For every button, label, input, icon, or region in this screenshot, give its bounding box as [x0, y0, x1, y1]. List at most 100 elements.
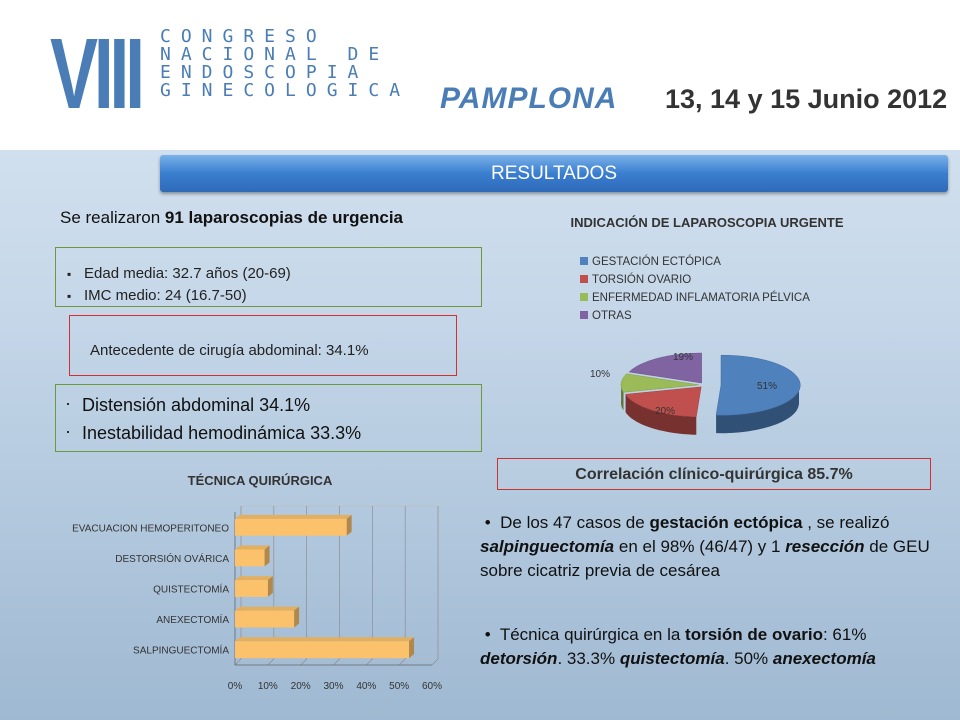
p1-a: De los 47 casos de: [500, 513, 650, 532]
pie-slice: [628, 352, 702, 384]
congress-title: CONGRESO NACIONAL DE ENDOSCOPIA GINECOLO…: [160, 28, 410, 100]
torsion-paragraph: • Técnica quirúrgica en la torsión de ov…: [480, 625, 876, 668]
bar-x-tick-label: 0%: [228, 681, 243, 692]
pie-legend-swatch: [580, 293, 588, 301]
indication-pie-chart: INDICACIÓN DE LAPAROSCOPIA URGENTE GESTA…: [570, 215, 844, 435]
bar-side-face: [267, 576, 273, 597]
ectopic-paragraph: • De los 47 casos de gestación ectópica …: [480, 513, 930, 580]
pie-legend-swatch: [580, 311, 588, 319]
stat-item: Edad media: 32.7 años (20-69): [62, 263, 291, 285]
bar-grid-foot: [333, 658, 340, 666]
bar-top-face: [235, 637, 415, 642]
bar-top-face: [235, 514, 352, 519]
bar: [235, 610, 295, 628]
demographics-box: Edad media: 32.7 años (20-69) IMC medio:…: [55, 247, 482, 307]
bar-grid-foot: [267, 658, 275, 666]
p2-c: : 61%: [822, 625, 867, 644]
intro-text: Se realizaron 91 laparoscopias de urgenc…: [60, 208, 403, 228]
p2-e: . 33.3%: [557, 649, 620, 668]
congress-dates: 13, 14 y 15 Junio 2012: [665, 84, 948, 114]
intro-prefix: Se realizaron: [60, 208, 165, 227]
congress-line: ENDOSCOPIA: [160, 62, 369, 83]
pie-slice: [625, 386, 702, 418]
pie-slice-side: [716, 386, 799, 434]
bar-category-label: DESTORSIÓN OVÁRICA: [115, 552, 229, 565]
bar-side-face: [264, 545, 270, 567]
antecedent-box: Antecedente de cirugía abdominal: 34.1%: [69, 315, 457, 376]
section-banner: [160, 155, 948, 192]
pie-legend-swatch: [580, 257, 588, 265]
bar: [235, 641, 410, 659]
clinical-item: Inestabilidad hemodinámica 33.3%: [60, 417, 361, 447]
p2-b: torsión de ovario: [685, 625, 823, 644]
bar-x-tick-label: 60%: [422, 681, 442, 692]
bar-category-label: ANEXECTOMÍA: [156, 613, 229, 626]
p1-d: salpinguectomía: [480, 537, 615, 556]
p1-f: resección: [785, 537, 865, 556]
p2-h: anexectomía: [772, 649, 876, 668]
bar-grid-foot: [366, 658, 373, 666]
congress-numeral: VIII: [50, 18, 145, 130]
bar-side-face: [294, 606, 300, 628]
bar-side-face: [409, 637, 415, 659]
bar: [235, 549, 265, 567]
bar-x-tick-label: 30%: [323, 681, 343, 692]
pie-legend-swatch: [580, 275, 588, 283]
pie-legend-label: GESTACIÓN ECTÓPICA: [592, 255, 721, 268]
bar-top-face: [235, 545, 270, 550]
congress-line: GINECOLOGICA: [160, 80, 411, 101]
congress-line: CONGRESO: [160, 26, 327, 47]
bar-top-face: [235, 576, 273, 581]
bar-grid-foot: [300, 658, 307, 666]
pie-slices: 51% 20% 10% 19%: [590, 352, 801, 435]
p2-f: quistectomía: [619, 649, 725, 668]
bar-category-label: EVACUACION HEMOPERITONEO: [72, 523, 229, 534]
bar-x-tick-label: 50%: [389, 681, 409, 692]
pie-chart-title: INDICACIÓN DE LAPAROSCOPIA URGENTE: [570, 215, 843, 230]
pie-legend-label: OTRAS: [592, 310, 632, 322]
pie-legend-label: TORSIÓN OVARIO: [592, 273, 691, 286]
correlation-box: [497, 458, 931, 490]
pie-slice-side: [621, 383, 624, 411]
bar-grid-foot: [431, 658, 439, 666]
p2-d: detorsión: [480, 649, 558, 668]
clinical-item: Distensión abdominal 34.1%: [60, 389, 361, 419]
pie-data-label: 51%: [757, 381, 777, 392]
pie-slice: [715, 354, 801, 416]
congress-line: NACIONAL DE: [160, 44, 390, 65]
pie-data-label: 20%: [655, 406, 675, 417]
pie-slice-side: [625, 394, 697, 435]
bar-grid-foot: [234, 658, 242, 666]
bar-category-label: SALPINGUECTOMÍA: [133, 644, 229, 657]
section-banner-label: RESULTADOS: [491, 163, 617, 184]
p2-g: . 50%: [724, 649, 773, 668]
clinical-box: Distensión abdominal 34.1% Inestabilidad…: [55, 384, 482, 452]
bar-chart-title: TÉCNICA QUIRÚRGICA: [188, 473, 333, 488]
bar-plot-area: 0% 10% 20% 30% 40% 50% 60% EVACUACION HEMOPERIT…: [72, 505, 442, 692]
bar-grid-foot: [398, 658, 406, 666]
bar-top-face: [235, 606, 300, 611]
technique-bar-chart: TÉCNICA QUIRÚRGICA 0% 10% 20% 30% 40% 50% 60% E…: [72, 473, 442, 692]
antecedent-text: Antecedente de cirugía abdominal: 34.1%: [90, 342, 369, 359]
pie-legend-label: ENFERMEDAD INFLAMATORIA PÉLVICA: [592, 291, 810, 304]
pie-legend: GESTACIÓN ECTÓPICA TORSIÓN OVARIO ENFERMED…: [580, 255, 810, 322]
pie-data-label: 10%: [590, 369, 610, 380]
bar: [235, 518, 347, 536]
p2-a: Técnica quirúrgica en la: [499, 625, 686, 644]
stat-item: IMC medio: 24 (16.7-50): [62, 285, 291, 307]
correlation-text: Correlación clínico-quirúrgica 85.7%: [575, 466, 853, 483]
pie-slice: [620, 373, 700, 393]
bar-x-tick-label: 10%: [258, 681, 278, 692]
bar-category-label: QUISTECTOMÍA: [153, 583, 229, 596]
p1-b: gestación ectópica: [649, 513, 803, 532]
header: [0, 0, 960, 150]
p1-e: en el 98% (46/47) y 1: [614, 537, 786, 556]
city-name: PAMPLONA: [440, 82, 618, 115]
p1-c: , se realizó: [802, 513, 890, 532]
intro-bold: 91 laparoscopias de urgencia: [164, 208, 403, 227]
bar-x-tick-label: 20%: [291, 681, 311, 692]
bar-side-face: [346, 514, 352, 536]
bar-x-tick-label: 40%: [356, 681, 376, 692]
bar: [235, 580, 268, 597]
pie-data-label: 19%: [673, 352, 693, 363]
